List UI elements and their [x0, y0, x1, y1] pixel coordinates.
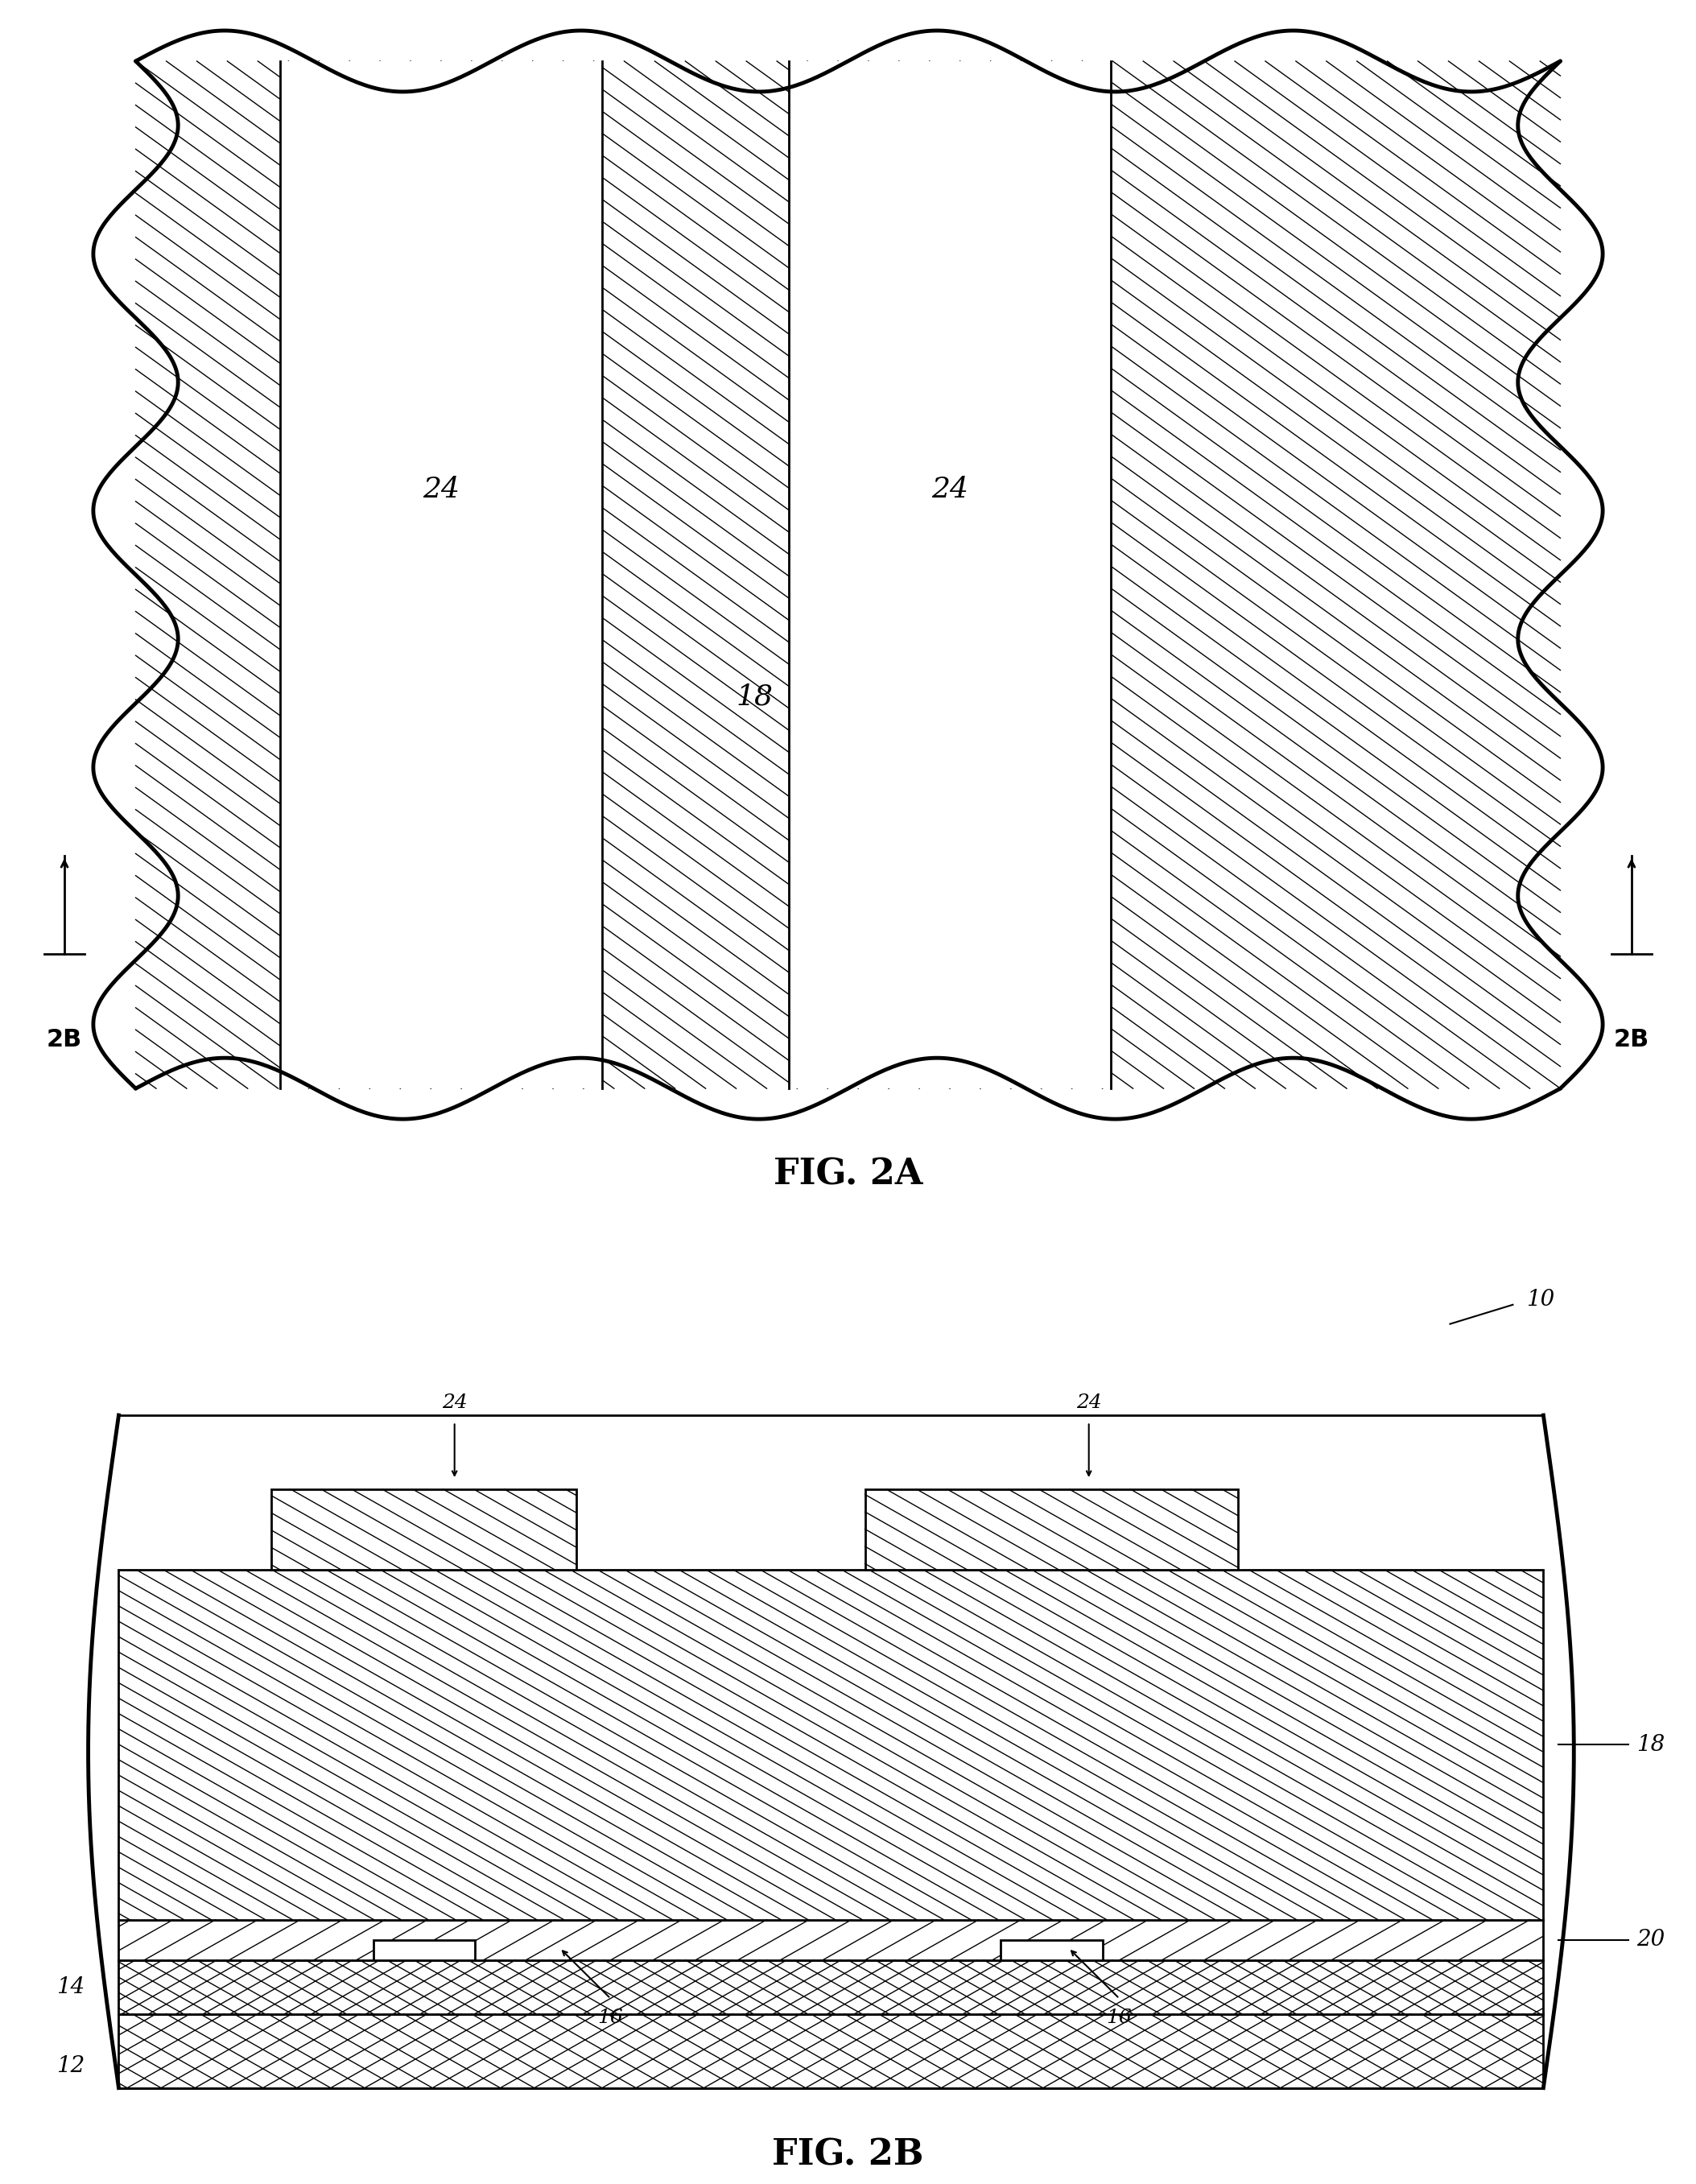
Bar — [789, 61, 1111, 1088]
Bar — [119, 2014, 1543, 2088]
Bar — [271, 1489, 577, 1570]
Text: 24: 24 — [931, 476, 968, 502]
Bar — [119, 1920, 1543, 1959]
Text: 16: 16 — [597, 2007, 624, 2027]
Bar — [373, 1939, 475, 1959]
Bar — [119, 1959, 1543, 2014]
Text: 12: 12 — [56, 2055, 85, 2077]
Text: 10: 10 — [1526, 1289, 1555, 1310]
Text: 2B: 2B — [46, 1029, 83, 1051]
Text: 18: 18 — [736, 684, 773, 710]
Text: 18: 18 — [1637, 1734, 1665, 1756]
Text: FIG. 2B: FIG. 2B — [772, 2138, 924, 2173]
Text: 14: 14 — [56, 1977, 85, 1998]
Bar — [1001, 1939, 1102, 1959]
Text: 24: 24 — [1075, 1393, 1102, 1413]
Bar — [865, 1489, 1238, 1570]
Bar — [280, 61, 602, 1088]
Text: FIG. 2A: FIG. 2A — [773, 1158, 923, 1192]
Bar — [119, 1570, 1543, 1920]
Text: 24: 24 — [441, 1393, 468, 1413]
Text: 20: 20 — [1637, 1928, 1665, 1950]
Text: 16: 16 — [1106, 2007, 1133, 2027]
Text: 24: 24 — [422, 476, 460, 502]
Text: 2B: 2B — [1613, 1029, 1650, 1051]
